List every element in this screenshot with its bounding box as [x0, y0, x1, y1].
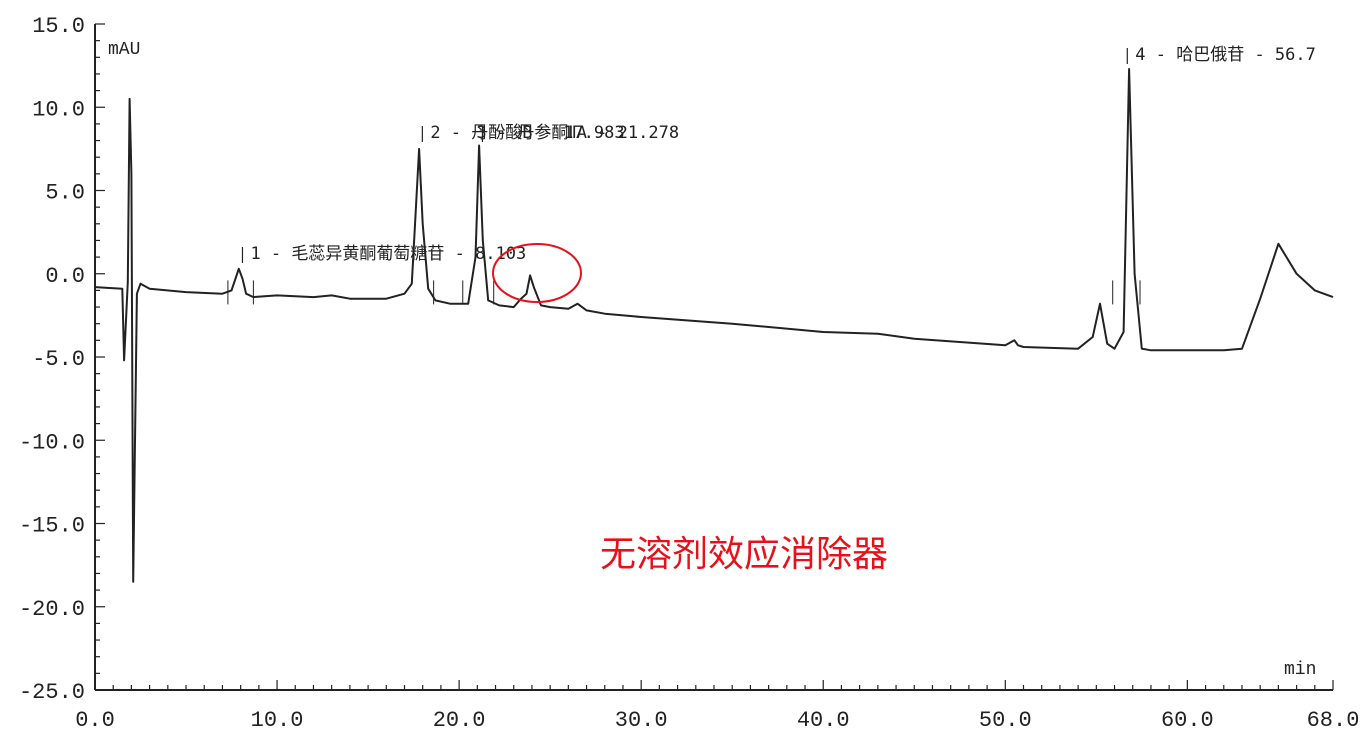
x-tick-label: 68.0 [1307, 708, 1360, 733]
y-tick-label: 15.0 [32, 14, 85, 39]
peak-label-group: 1 - 毛蕊异黄酮葡萄糖苷 - 8.103 2 - 丹酚酸B - 17.9833 … [227, 45, 1316, 305]
y-tick-label: 0.0 [45, 264, 85, 289]
x-tick-label: 40.0 [797, 708, 850, 733]
y-tick-label: -5.0 [32, 347, 85, 372]
y-tick-label: -15.0 [19, 514, 85, 539]
peak-label: 4 - 哈巴俄苷 - 56.7 [1135, 45, 1316, 65]
peak-label: 1 - 毛蕊异黄酮葡萄糖苷 - 8.103 [250, 244, 526, 264]
y-axis-unit: mAU [108, 40, 140, 60]
x-tick-label: 0.0 [75, 708, 115, 733]
y-tick-label: 5.0 [45, 181, 85, 206]
y-tick-label: -25.0 [19, 680, 85, 705]
trace-group [94, 68, 1334, 583]
tick-group: 15.0 10.0 5.0 0.0 -5.0 -10.0 -15.0 -20.0 -25.0 0.… [19, 14, 1359, 733]
peak-label: 3 - 丹参酮ⅡA - 21.278 [476, 123, 679, 143]
x-tick-label: 30.0 [615, 708, 668, 733]
x-tick-label: 20.0 [433, 708, 486, 733]
peak-label: 2 - 丹酚酸B - 17.983 [430, 123, 624, 143]
y-tick-label: -10.0 [19, 430, 85, 455]
x-axis-unit: min [1284, 660, 1316, 680]
x-tick-label: 10.0 [251, 708, 304, 733]
x-tick-label: 60.0 [1161, 708, 1214, 733]
chromatogram-trace [94, 68, 1334, 583]
highlight-circle [492, 243, 582, 303]
annotation-text: 无溶剂效应消除器 [600, 534, 888, 575]
y-tick-label: -20.0 [19, 597, 85, 622]
y-tick-label: 10.0 [32, 97, 85, 122]
x-tick-label: 50.0 [979, 708, 1032, 733]
